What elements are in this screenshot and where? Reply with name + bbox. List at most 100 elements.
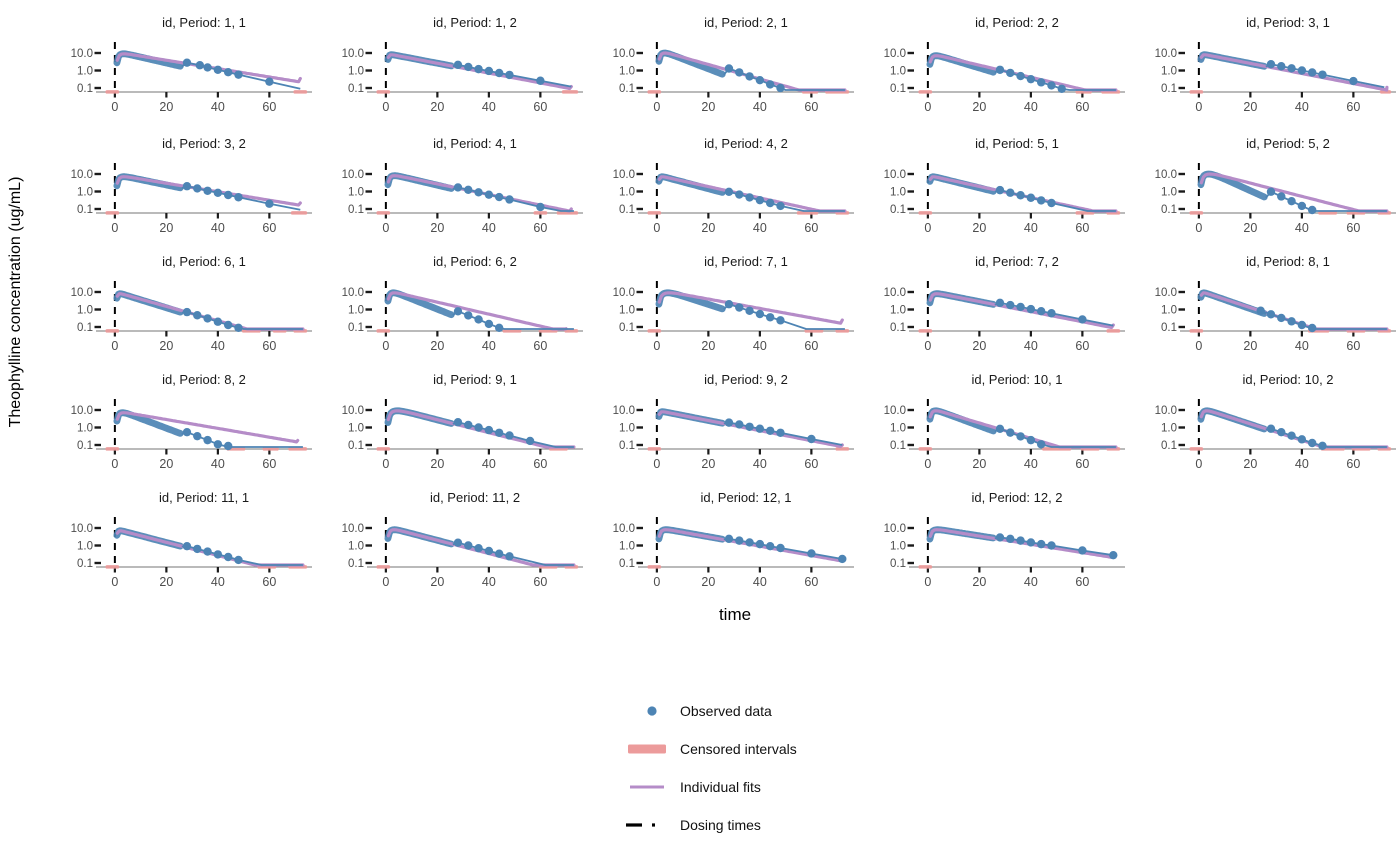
y-tick-label: 1.0	[1161, 187, 1177, 199]
facet-9-2: id, Period: 9, 2 0 20 40 60 10.0 1.0 0.1	[602, 369, 864, 483]
observed-point	[1349, 76, 1358, 86]
dosing-time-dash-icon	[626, 823, 655, 827]
observed-point	[494, 68, 504, 78]
observed-point	[1006, 300, 1015, 310]
observed-point	[1016, 536, 1025, 545]
y-tick-label: 1.0	[1161, 66, 1177, 78]
y-tick-label: 1.0	[890, 541, 906, 553]
observed-point	[724, 187, 734, 197]
x-tick-label: 60	[262, 575, 276, 589]
facet-title: id, Period: 6, 2	[433, 254, 517, 269]
facet-plot: id, Period: 5, 1 0 20 40 60 10.0 1.0 0.1	[884, 136, 1125, 235]
x-tick-label: 60	[1346, 100, 1360, 114]
facet-11-2: id, Period: 11, 2 0 20 40 60 10.0 1.0 0.1	[331, 487, 593, 601]
x-tick-label: 60	[262, 221, 276, 235]
y-tick-label: 10.0	[71, 405, 93, 417]
x-tick-label: 20	[1243, 457, 1257, 471]
facet-plot: id, Period: 7, 1 0 20 40 60 10.0 1.0 0.1	[613, 254, 854, 353]
facet-title: id, Period: 8, 1	[1246, 254, 1330, 269]
observed-point	[995, 533, 1005, 542]
observed-point	[1287, 317, 1296, 326]
facet-plot: id, Period: 4, 1 0 20 40 60 10.0 1.0 0.1	[342, 136, 583, 235]
legend-label: Dosing times	[680, 817, 761, 833]
facet-title: id, Period: 7, 1	[704, 254, 788, 269]
y-tick-label: 1.0	[1161, 423, 1177, 435]
facet-title: id, Period: 3, 1	[1246, 15, 1330, 30]
observed-point	[484, 319, 494, 329]
observed-point	[776, 316, 785, 325]
facet-10-1: id, Period: 10, 1 0 20 40 60 10.0 1.0 0.1	[873, 369, 1135, 483]
facet-3-1: id, Period: 3, 1 0 20 40 60 10.0 1.0 0.1	[1144, 12, 1400, 126]
observed-point	[724, 418, 734, 427]
x-tick-label: 60	[804, 221, 818, 235]
facet-plot: id, Period: 9, 1 0 20 40 60 10.0 1.0 0.1	[342, 372, 583, 471]
individual-fit-line	[115, 529, 305, 567]
facet-plot: id, Period: 4, 2 0 20 40 60 10.0 1.0 0.1	[613, 136, 854, 235]
x-tick-label: 0	[382, 100, 389, 114]
facet-plot: id, Period: 5, 2 0 20 40 60 10.0 1.0 0.1	[1155, 136, 1396, 235]
observed-point	[213, 550, 223, 559]
facet-title: id, Period: 1, 2	[433, 15, 517, 30]
observed-point	[234, 323, 243, 333]
x-tick-label: 40	[1024, 575, 1038, 589]
x-tick-label: 60	[804, 575, 818, 589]
observed-point	[223, 190, 233, 200]
x-tick-label: 0	[111, 457, 118, 471]
observed-point	[807, 549, 816, 558]
observed-point	[1006, 534, 1015, 544]
x-tick-label: 40	[753, 221, 767, 235]
facet-title: id, Period: 1, 1	[162, 15, 246, 30]
observed-point	[234, 555, 243, 565]
x-tick-label: 40	[482, 100, 496, 114]
observed-point	[234, 193, 243, 202]
observed-point	[1297, 201, 1307, 211]
facet-3-2: id, Period: 3, 2 0 20 40 60 10.0 1.0 0.1	[60, 133, 322, 247]
facet-title: id, Period: 5, 1	[975, 136, 1059, 151]
observed-point	[213, 188, 223, 198]
y-tick-label: 0.1	[348, 558, 364, 570]
observed-point	[735, 420, 744, 429]
observed-point	[745, 193, 754, 202]
y-tick-label: 0.1	[890, 322, 906, 334]
observed-point	[505, 552, 514, 561]
observed-point	[776, 543, 785, 553]
observed-point	[182, 427, 192, 437]
y-tick-label: 10.0	[71, 523, 93, 535]
observed-point	[536, 76, 545, 85]
y-tick-label: 10.0	[884, 405, 906, 417]
individual-fit-line	[657, 51, 847, 92]
observed-point	[474, 315, 483, 324]
y-tick-label: 10.0	[884, 287, 906, 299]
facet-1-1: id, Period: 1, 1 0 20 40 60 10.0 1.0 0.1	[60, 12, 322, 126]
observed-point	[1016, 432, 1025, 441]
y-tick-label: 0.1	[619, 83, 635, 95]
x-tick-label: 20	[972, 100, 986, 114]
individual-fit-line	[657, 291, 844, 325]
facet-plot: id, Period: 11, 1 0 20 40 60 10.0 1.0 0.1	[71, 490, 312, 589]
observed-point	[755, 539, 765, 549]
x-tick-label: 60	[533, 575, 547, 589]
y-tick-label: 0.1	[348, 440, 364, 452]
facet-6-2: id, Period: 6, 2 0 20 40 60 10.0 1.0 0.1	[331, 251, 593, 365]
observed-point	[1277, 62, 1286, 71]
observed-point	[484, 546, 494, 556]
x-tick-label: 40	[482, 221, 496, 235]
observed-point	[203, 547, 212, 556]
x-tick-label: 60	[262, 100, 276, 114]
observed-point	[213, 440, 223, 449]
y-tick-label: 0.1	[890, 204, 906, 216]
facet-title: id, Period: 2, 1	[704, 15, 788, 30]
x-tick-label: 40	[1295, 100, 1309, 114]
observed-point	[203, 435, 212, 445]
y-tick-label: 10.0	[613, 169, 635, 181]
observed-point	[464, 62, 473, 72]
facet-plot: id, Period: 8, 2 0 20 40 60 10.0 1.0 0.1	[71, 372, 312, 471]
observed-point	[1006, 188, 1015, 197]
x-tick-label: 0	[111, 575, 118, 589]
facet-title: id, Period: 8, 2	[162, 372, 246, 387]
observed-point	[494, 323, 504, 333]
observed-point	[755, 309, 765, 319]
observed-point	[1287, 64, 1296, 73]
observed-point	[1006, 68, 1015, 78]
